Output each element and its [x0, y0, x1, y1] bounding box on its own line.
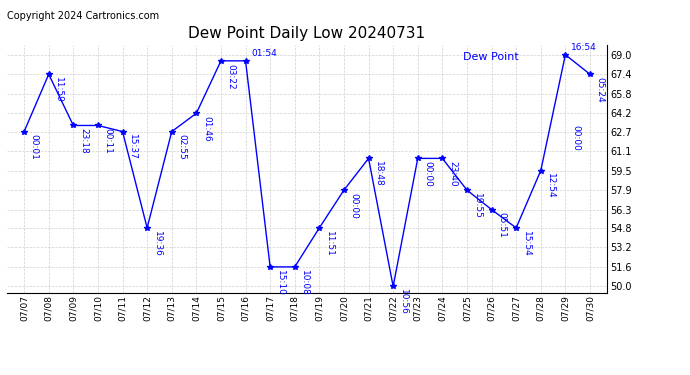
Text: 00:00: 00:00	[350, 193, 359, 219]
Text: 00:00: 00:00	[571, 124, 580, 150]
Text: 23:18: 23:18	[79, 128, 88, 154]
Text: Copyright 2024 Cartronics.com: Copyright 2024 Cartronics.com	[7, 11, 159, 21]
Text: 15:10: 15:10	[276, 270, 285, 296]
Text: 05:51: 05:51	[497, 212, 506, 238]
Text: 19:36: 19:36	[152, 231, 161, 256]
Text: 00:01: 00:01	[30, 134, 39, 160]
Text: 12:54: 12:54	[546, 173, 555, 199]
Text: 16:54: 16:54	[571, 43, 597, 52]
Text: 10:56: 10:56	[399, 289, 408, 315]
Text: 18:48: 18:48	[374, 161, 383, 187]
Text: Dew Point: Dew Point	[463, 53, 519, 62]
Text: 11:51: 11:51	[325, 231, 334, 256]
Text: 02:55: 02:55	[177, 134, 186, 160]
Text: 15:54: 15:54	[522, 231, 531, 256]
Text: 10:08: 10:08	[300, 270, 309, 296]
Text: 01:54: 01:54	[251, 49, 277, 58]
Text: 01:46: 01:46	[202, 116, 211, 142]
Text: 05:24: 05:24	[595, 77, 604, 103]
Text: 00:00: 00:00	[424, 161, 433, 187]
Title: Dew Point Daily Low 20240731: Dew Point Daily Low 20240731	[188, 26, 426, 41]
Text: 19:55: 19:55	[473, 193, 482, 219]
Text: 00:11: 00:11	[104, 128, 112, 154]
Text: 23:40: 23:40	[448, 161, 457, 187]
Text: 15:37: 15:37	[128, 134, 137, 160]
Text: 11:59: 11:59	[55, 77, 63, 103]
Text: 03:22: 03:22	[226, 64, 235, 89]
